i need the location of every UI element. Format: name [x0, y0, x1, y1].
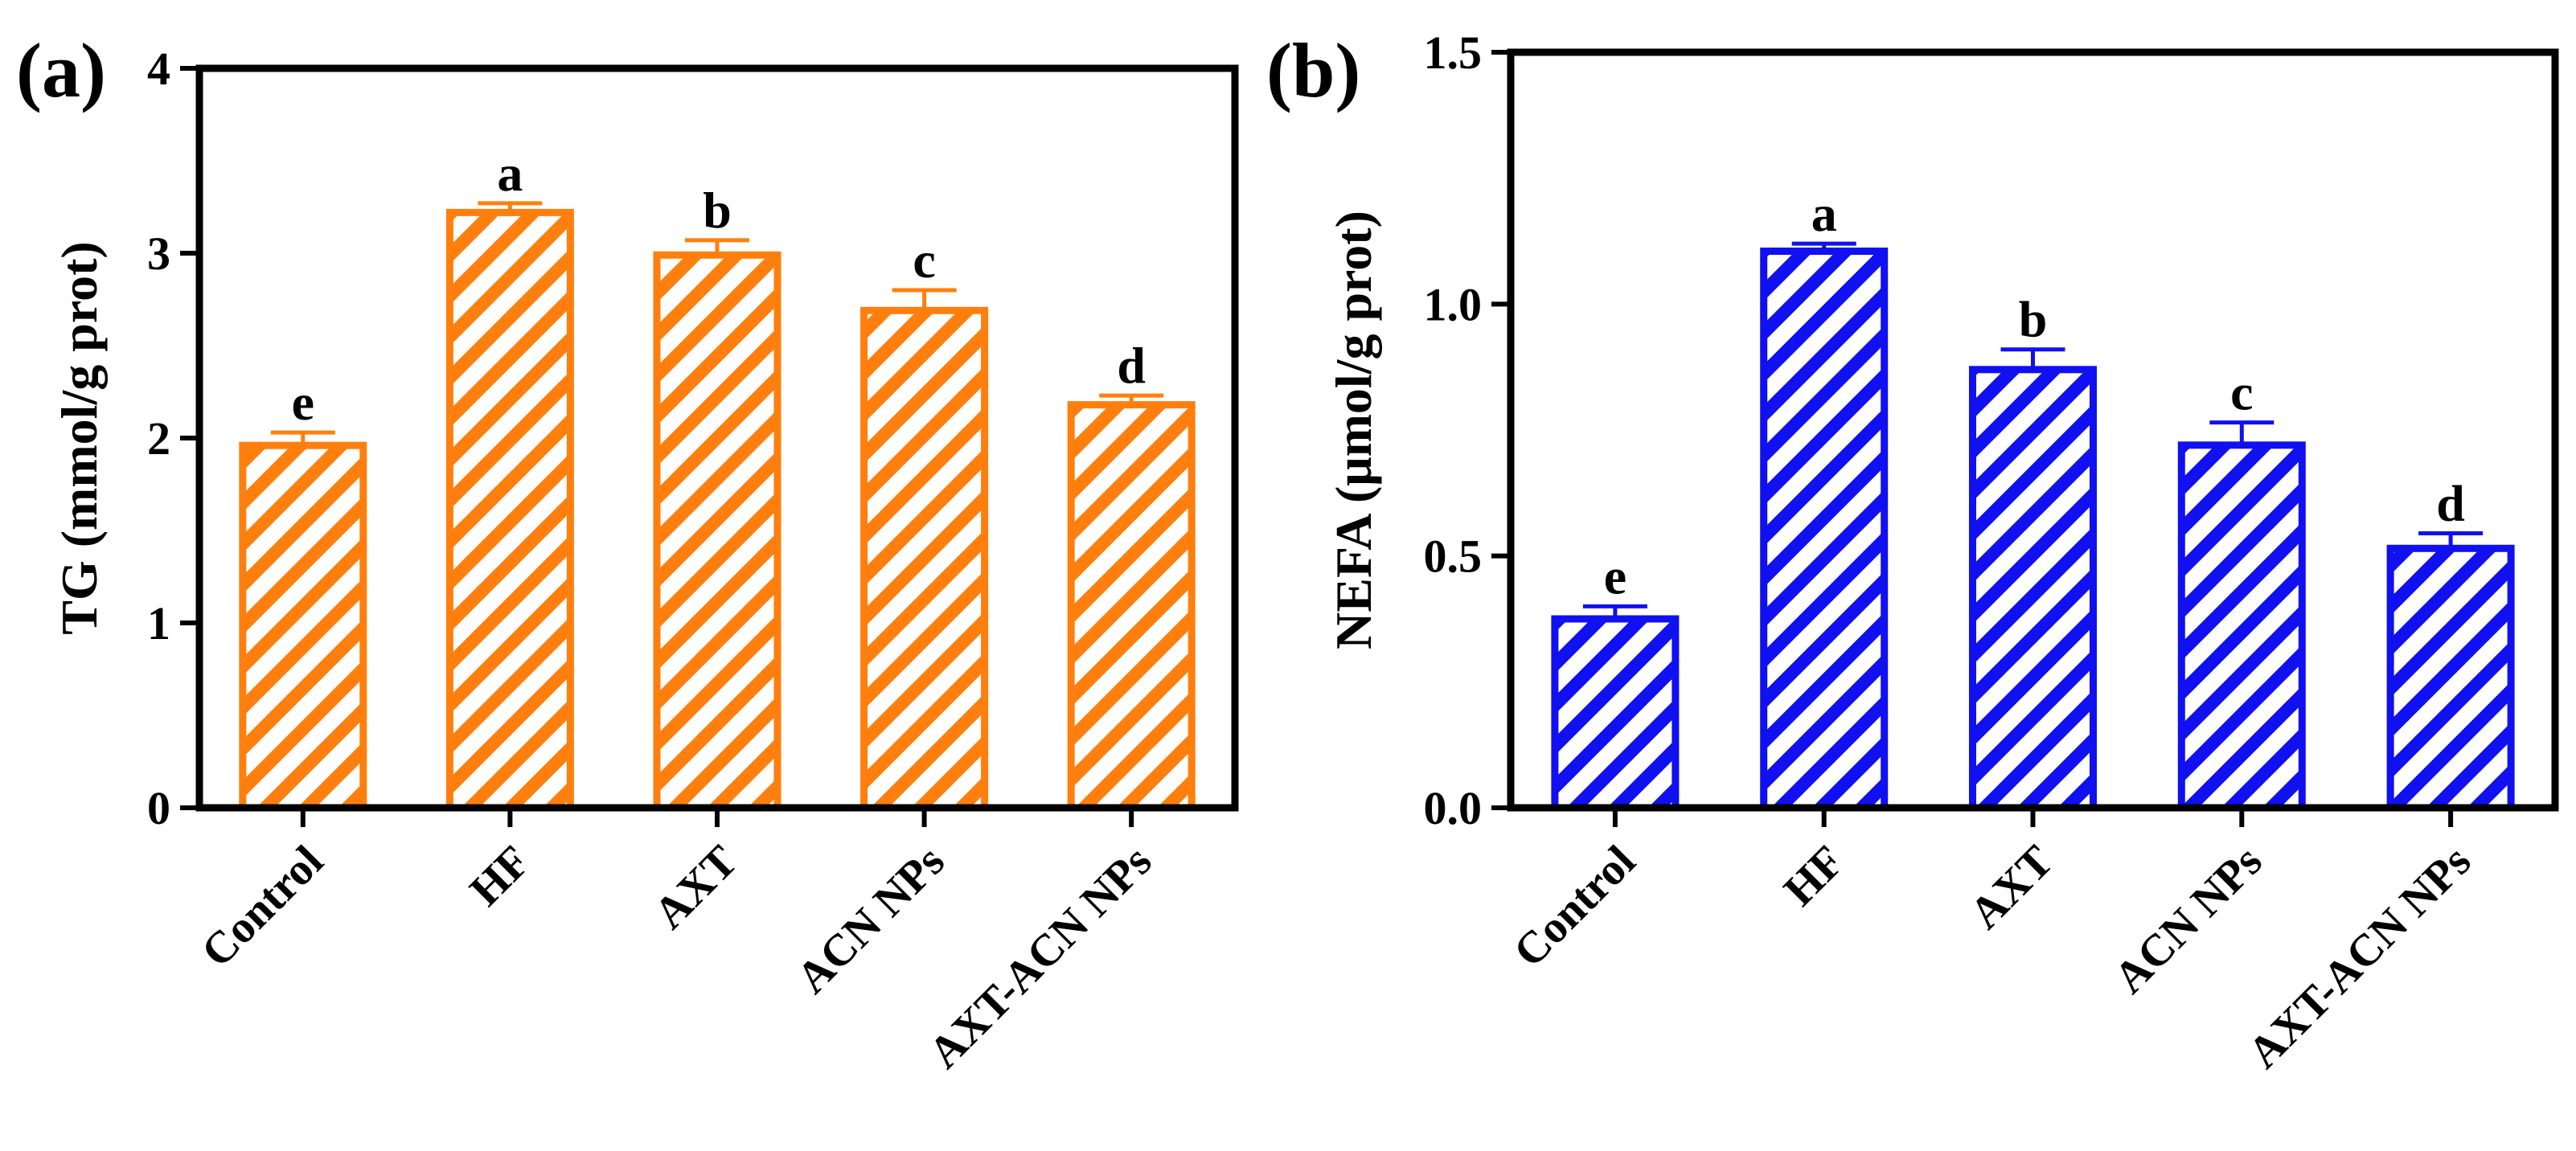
x-tick-label-axt-acn-nps: AXT-ACN NPs	[2238, 836, 2480, 1078]
y-tick-label: 1.0	[1424, 278, 1483, 330]
significance-letter-acn-nps: c	[913, 231, 935, 289]
bar-hatch-hf	[449, 212, 571, 808]
y-tick-label: 1.5	[1424, 27, 1483, 79]
significance-letter-acn-nps: c	[2230, 364, 2253, 421]
panel-a-tg-chart: (a) TG (mmol/g prot) e Control a HF b AXT c ACN N…	[16, 27, 1239, 1078]
significance-letter-axt: b	[2019, 291, 2048, 348]
bar-hatch-axt-acn-nps	[1071, 404, 1192, 808]
significance-letter-axt-acn-nps: d	[2436, 474, 2465, 531]
x-tick-label-axt: AXT	[1960, 836, 2062, 938]
plot-frame	[1507, 48, 2559, 812]
bar-hatch-acn-nps	[2181, 444, 2303, 808]
y-tick-label: 0.5	[1424, 530, 1483, 583]
bar-hatch-axt-acn-nps	[2390, 548, 2512, 808]
y-tick-label: 0	[147, 782, 170, 834]
bar-hatch-hf	[1763, 251, 1885, 808]
significance-letter-hf: a	[497, 145, 523, 202]
x-tick-label-control: Control	[192, 836, 333, 977]
significance-letter-axt: b	[703, 182, 732, 239]
y-tick-label: 1	[147, 597, 170, 649]
x-tick-label-control: Control	[1504, 836, 1645, 977]
bar-hatch-axt	[657, 255, 777, 808]
y-tick-label: 2	[147, 412, 170, 465]
plot-frame	[195, 64, 1239, 812]
bar-hatch-axt	[1972, 369, 2094, 808]
panel-b-nefa-chart: (b) NEFA (μmol/g prot) e Control a HF b AXT c ACN…	[1266, 27, 2559, 1078]
bar-hatch-control	[1554, 619, 1676, 808]
panel-label: (b)	[1266, 27, 1360, 113]
y-tick-label: 4	[147, 43, 170, 95]
x-tick-label-acn-nps: ACN NPs	[2105, 836, 2272, 1003]
bar-hatch-control	[242, 445, 363, 808]
significance-letter-hf: a	[1811, 185, 1837, 242]
x-tick-label-hf: HF	[1774, 836, 1854, 915]
panel-label: (a)	[16, 27, 106, 113]
x-tick-label-hf: HF	[461, 836, 540, 915]
significance-letter-axt-acn-nps: d	[1117, 337, 1146, 394]
y-axis-label: TG (mmol/g prot)	[51, 241, 108, 634]
y-tick-label: 3	[147, 227, 170, 280]
x-tick-label-axt: AXT	[645, 836, 747, 938]
y-tick-label: 0.0	[1424, 782, 1483, 834]
significance-letter-control: e	[1604, 547, 1626, 604]
x-tick-label-axt-acn-nps: AXT-ACN NPs	[920, 836, 1162, 1078]
y-axis-label: NEFA (μmol/g prot)	[1325, 211, 1382, 649]
x-tick-label-acn-nps: ACN NPs	[787, 836, 954, 1003]
bar-hatch-acn-nps	[863, 310, 985, 808]
significance-letter-control: e	[292, 374, 314, 431]
